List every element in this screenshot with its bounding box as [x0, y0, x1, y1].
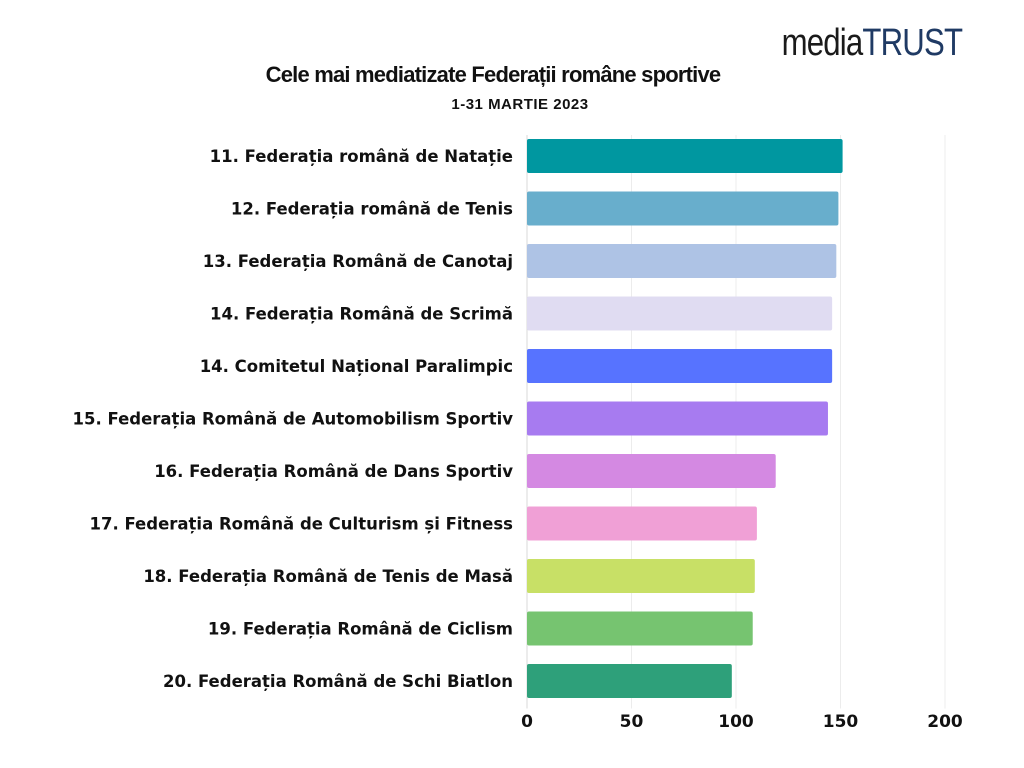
- category-label-3: 13. Federația Română de Canotaj: [203, 252, 513, 271]
- bar-4: [527, 296, 833, 331]
- category-label-9: 18. Federația Română de Tenis de Masă: [143, 567, 513, 586]
- chart-subtitle: 1-31 MARTIE 2023: [451, 96, 589, 113]
- category-label-7: 16. Federația Română de Dans Sportiv: [154, 462, 513, 481]
- bar-10: [527, 611, 753, 646]
- category-label-2: 12. Federația română de Tenis: [231, 200, 513, 219]
- category-label-5: 14. Comitetul Național Paralimpic: [200, 357, 513, 376]
- mediatrust-logo: mediaTRUST: [781, 22, 962, 65]
- bar-6: [527, 401, 828, 436]
- x-tick-label-100: 100: [718, 712, 754, 732]
- bar-5: [527, 349, 833, 383]
- category-label-10: 19. Federația Română de Ciclism: [208, 620, 513, 639]
- x-tick-label-150: 150: [823, 712, 859, 732]
- category-label-11: 20. Federația Română de Schi Biatlon: [163, 672, 513, 691]
- bar-8: [527, 506, 757, 541]
- bar-9: [527, 559, 755, 593]
- category-label-8: 17. Federația Română de Culturism și Fit…: [89, 515, 513, 534]
- bar-2: [527, 191, 839, 226]
- bar-7: [527, 454, 776, 488]
- category-label-1: 11. Federația română de Natație: [210, 147, 513, 166]
- x-tick-label-0: 0: [521, 712, 533, 732]
- x-tick-label-200: 200: [927, 712, 963, 732]
- logo-part-media: media: [781, 22, 863, 64]
- category-label-6: 15. Federația Română de Automobilism Spo…: [73, 410, 514, 429]
- category-label-4: 14. Federația Română de Scrimă: [210, 305, 513, 324]
- bar-3: [527, 244, 837, 278]
- logo-part-trust: TRUST: [862, 22, 963, 64]
- bar-1: [527, 139, 843, 173]
- chart-title: Cele mai mediatizate Federații române sp…: [265, 62, 722, 87]
- x-tick-label-50: 50: [620, 712, 644, 732]
- bar-11: [527, 664, 732, 698]
